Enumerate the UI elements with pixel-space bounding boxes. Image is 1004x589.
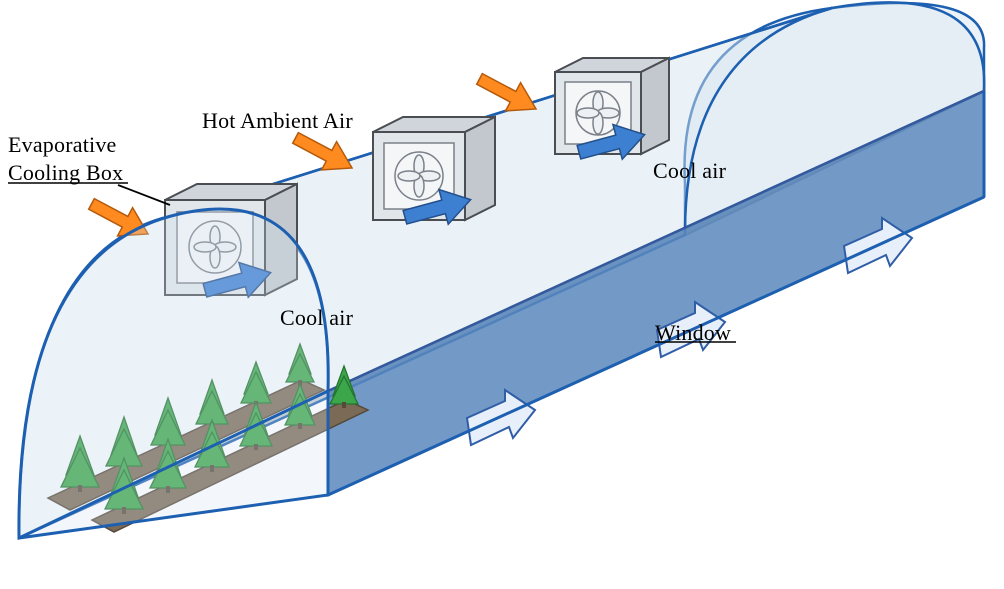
label-hot-ambient: Hot Ambient Air (202, 108, 353, 134)
label-evap-line1: Evaporative (8, 132, 116, 158)
greenhouse-diagram (0, 0, 1004, 589)
pointer-lines (118, 185, 170, 205)
label-cool-air-2: Cool air (653, 158, 726, 184)
label-window: Window (655, 320, 731, 346)
label-evap-line2: Cooling Box (8, 160, 123, 186)
front-arch-face (19, 209, 328, 538)
label-cool-air-1: Cool air (280, 305, 353, 331)
